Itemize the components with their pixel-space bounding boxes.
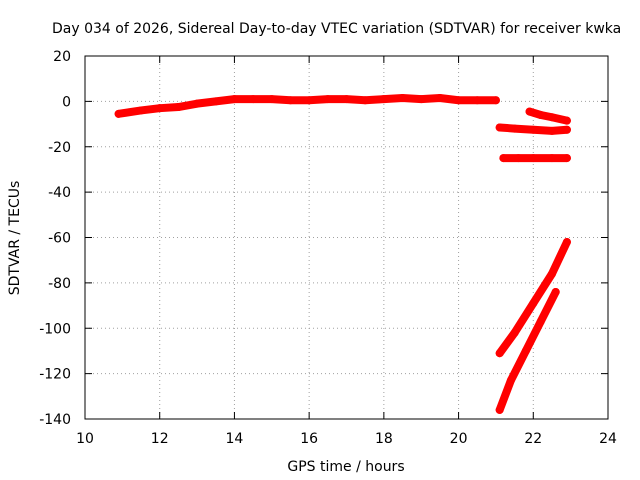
- data-point: [562, 154, 571, 163]
- x-axis-title: GPS time / hours: [287, 459, 404, 475]
- data-point: [379, 95, 388, 104]
- y-tick-label: 20: [53, 49, 71, 65]
- y-tick-label: -60: [48, 231, 71, 247]
- data-point: [525, 107, 534, 116]
- y-tick-label: -20: [48, 140, 71, 156]
- y-tick-label: -80: [48, 276, 71, 292]
- y-axis-title: SDTVAR / TECUs: [7, 181, 23, 296]
- data-point: [529, 299, 538, 308]
- data-point: [514, 154, 523, 163]
- data-point: [506, 376, 515, 385]
- data-point: [417, 95, 426, 104]
- data-point: [529, 125, 538, 134]
- data-point: [491, 96, 500, 105]
- data-point: [510, 124, 519, 133]
- y-tick-label: -120: [39, 367, 71, 383]
- data-point: [454, 96, 463, 105]
- data-point: [211, 97, 220, 106]
- data-point: [155, 104, 164, 113]
- data-point: [361, 96, 370, 105]
- data-point: [536, 110, 545, 119]
- x-tick-label: 16: [300, 431, 318, 447]
- chart-title: Day 034 of 2026, Sidereal Day-to-day VTE…: [52, 21, 621, 37]
- data-point: [174, 103, 183, 112]
- data-point: [562, 116, 571, 125]
- data-point: [562, 238, 571, 247]
- data-point: [193, 99, 202, 108]
- x-tick-label: 10: [76, 431, 94, 447]
- data-point: [495, 123, 504, 132]
- axis-ticks: 10 12 14 16 18 20 22 24 20 0 -20 -40 -60 -80 -100 -120 -…: [39, 49, 617, 447]
- x-tick-label: 14: [226, 431, 244, 447]
- data-point: [249, 95, 258, 104]
- data-point: [547, 113, 556, 122]
- data-point: [230, 95, 239, 104]
- data-point: [551, 287, 560, 296]
- data-point: [547, 126, 556, 135]
- data-point: [547, 269, 556, 278]
- data-point: [495, 405, 504, 414]
- data-point: [547, 154, 556, 163]
- data-series: [114, 93, 571, 414]
- y-tick-label: -140: [39, 412, 71, 428]
- data-point: [305, 96, 314, 105]
- y-tick-label: 0: [62, 94, 71, 110]
- data-point: [510, 328, 519, 337]
- data-point: [562, 125, 571, 134]
- data-point: [499, 154, 508, 163]
- y-tick-label: -40: [48, 185, 71, 201]
- x-tick-label: 20: [450, 431, 468, 447]
- data-point: [473, 96, 482, 105]
- data-point: [137, 106, 146, 115]
- data-point: [521, 346, 530, 355]
- data-point: [114, 109, 123, 118]
- data-point: [267, 95, 276, 104]
- x-tick-label: 22: [524, 431, 542, 447]
- data-point: [323, 95, 332, 104]
- data-point: [342, 95, 351, 104]
- x-tick-label: 24: [599, 431, 617, 447]
- data-point: [495, 349, 504, 358]
- data-point: [536, 317, 545, 326]
- data-point: [286, 96, 295, 105]
- data-point: [398, 93, 407, 102]
- y-tick-label: -100: [39, 321, 71, 337]
- x-tick-label: 12: [151, 431, 169, 447]
- x-tick-label: 18: [375, 431, 393, 447]
- data-point: [529, 154, 538, 163]
- data-point: [435, 93, 444, 102]
- series-arc-minus5: [525, 107, 571, 125]
